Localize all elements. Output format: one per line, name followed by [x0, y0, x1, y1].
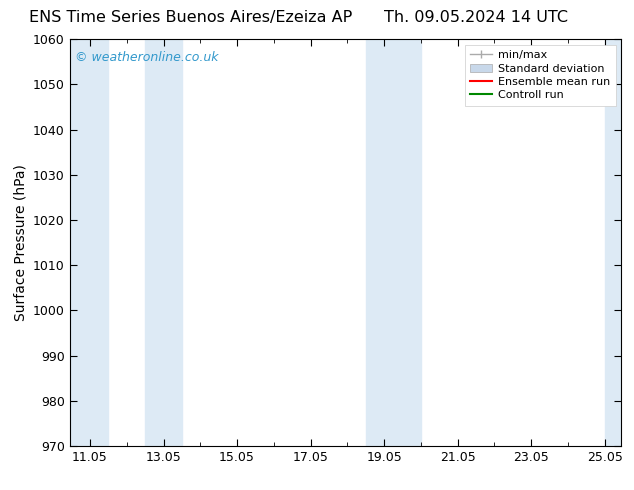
- Text: © weatheronline.co.uk: © weatheronline.co.uk: [75, 51, 219, 64]
- Bar: [366, 39, 403, 446]
- Bar: [70, 39, 108, 446]
- Text: ENS Time Series Buenos Aires/Ezeiza AP: ENS Time Series Buenos Aires/Ezeiza AP: [29, 10, 352, 24]
- Bar: [145, 39, 182, 446]
- Bar: [605, 39, 621, 446]
- Text: Th. 09.05.2024 14 UTC: Th. 09.05.2024 14 UTC: [384, 10, 567, 24]
- Bar: [403, 39, 421, 446]
- Legend: min/max, Standard deviation, Ensemble mean run, Controll run: min/max, Standard deviation, Ensemble me…: [465, 45, 616, 106]
- Y-axis label: Surface Pressure (hPa): Surface Pressure (hPa): [13, 164, 27, 321]
